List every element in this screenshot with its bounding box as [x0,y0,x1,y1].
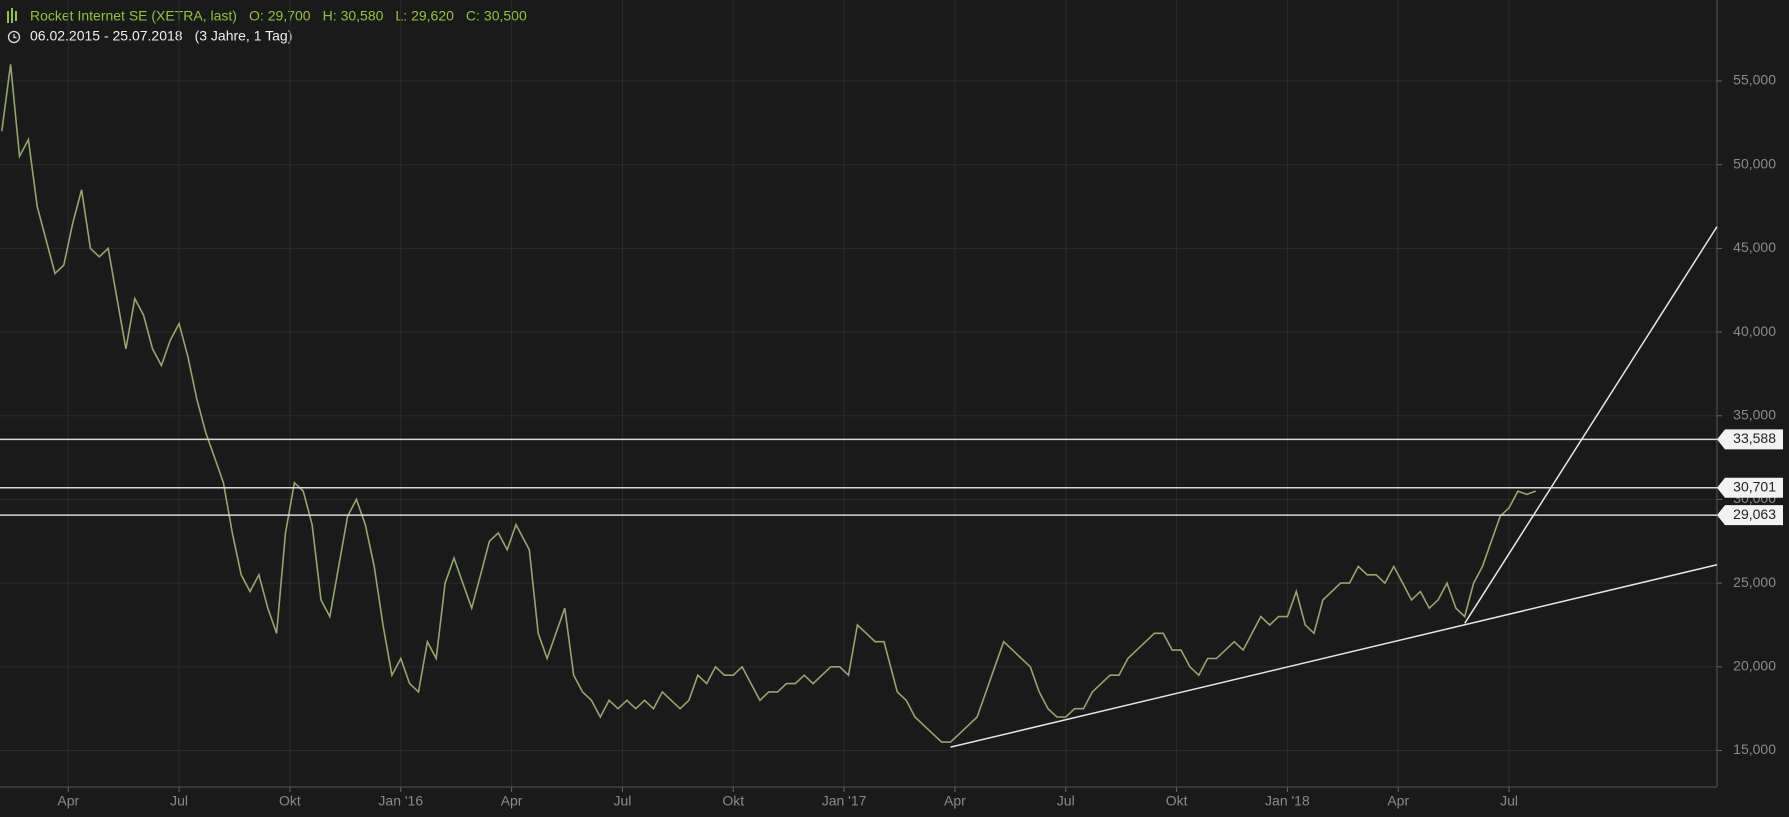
y-tick-label: 35,000 [1733,406,1776,422]
price-line [1,64,1536,743]
x-tick-label: Okt [722,793,744,809]
quote-value: 30,580 [341,8,384,24]
period: (3 Jahre, 1 Tag) [195,28,293,44]
level-tag [1717,477,1783,498]
level-tag [1717,429,1783,450]
x-tick-label: Okt [1166,793,1188,809]
x-tick-label: Jan '17 [822,793,867,809]
y-tick-label: 25,000 [1733,574,1776,590]
level-tag [1717,505,1783,526]
x-tick-label: Jul [1500,793,1518,809]
x-tick-label: Apr [57,793,79,809]
date-range: 06.02.2015 - 25.07.2018 [30,28,183,44]
x-tick-label: Okt [279,793,301,809]
chart-icon [7,8,17,23]
x-tick-label: Jan '16 [378,793,423,809]
chart-header: Rocket Internet SE (XETRA, last) 06.02.2… [7,8,293,44]
x-tick-label: Apr [501,793,523,809]
level-label: 30,701 [1733,478,1776,494]
quote-value: 30,500 [484,8,527,24]
quote-label: C: [466,8,480,24]
x-tick-label: Apr [944,793,966,809]
quote-value: 29,620 [411,8,454,24]
trend-line [950,563,1718,748]
x-tick-label: Apr [1387,793,1409,809]
x-tick-label: Jul [1057,793,1075,809]
x-tick-label: Jul [613,793,631,809]
quote-value: 29,700 [268,8,311,24]
quote-label: H: [323,8,337,24]
y-tick-label: 15,000 [1733,741,1776,757]
trend-line [1464,226,1718,624]
clock-hand [13,34,17,39]
y-tick-label: 50,000 [1733,155,1776,171]
clock-icon [7,30,21,44]
quote-label: O: [249,8,264,24]
y-tick-label: 55,000 [1733,72,1776,88]
x-tick-label: Jul [170,793,188,809]
y-tick-label: 45,000 [1733,239,1776,255]
y-tick-label: 40,000 [1733,323,1776,339]
y-tick-label: 20,000 [1733,658,1776,674]
level-label: 29,063 [1733,506,1776,522]
level-label: 33,588 [1733,430,1776,446]
chart-title: Rocket Internet SE (XETRA, last) [30,8,237,24]
x-tick-label: Jan '18 [1265,793,1310,809]
